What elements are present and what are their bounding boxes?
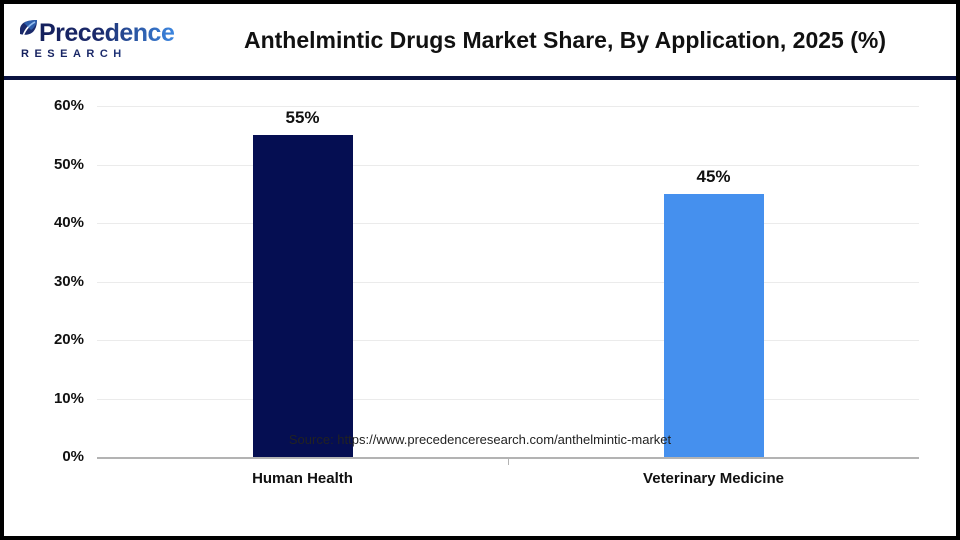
gridline-20 [97, 340, 919, 341]
y-axis-tick-label: 0% [62, 448, 84, 465]
x-axis-category-label: Human Health [252, 470, 353, 487]
y-axis-tick-label: 50% [53, 155, 84, 173]
gridline-10 [97, 398, 919, 400]
bar-human-health [252, 135, 353, 457]
gridline-40 [97, 223, 919, 224]
x-axis-tick [508, 457, 509, 465]
bar-veterinary-medicine [663, 193, 764, 457]
y-axis-tick-label: 40% [53, 214, 84, 231]
x-axis-category-label: Veterinary Medicine [643, 470, 784, 487]
y-axis-tick-label: 10% [53, 389, 84, 407]
y-axis-tick-label: 60% [53, 97, 84, 114]
bar-chart: 0% 10% 20% 30% 40% 50% 60% 55% Human Health 45% Ve… [4, 80, 956, 532]
header: Precedence RESEARCH Anthelmintic Drugs M… [4, 4, 956, 76]
logo-research-text: RESEARCH [18, 49, 184, 60]
logo-brand-text: Precedence [39, 19, 175, 47]
gridline-50 [97, 164, 919, 166]
y-axis-tick-label: 30% [53, 272, 84, 290]
header-divider [4, 76, 956, 80]
bar-value-label: 45% [696, 166, 731, 186]
source-text: Source: https://www.precedenceresearch.c… [288, 432, 672, 447]
precedence-research-logo: Precedence RESEARCH [4, 20, 184, 60]
gridline-60 [97, 106, 919, 107]
leaf-icon [20, 20, 37, 43]
bar-value-label: 55% [285, 108, 320, 128]
chart-title: Anthelmintic Drugs Market Share, By Appl… [243, 26, 886, 53]
gridline-30 [97, 281, 919, 283]
y-axis-tick-label: 20% [53, 331, 84, 348]
